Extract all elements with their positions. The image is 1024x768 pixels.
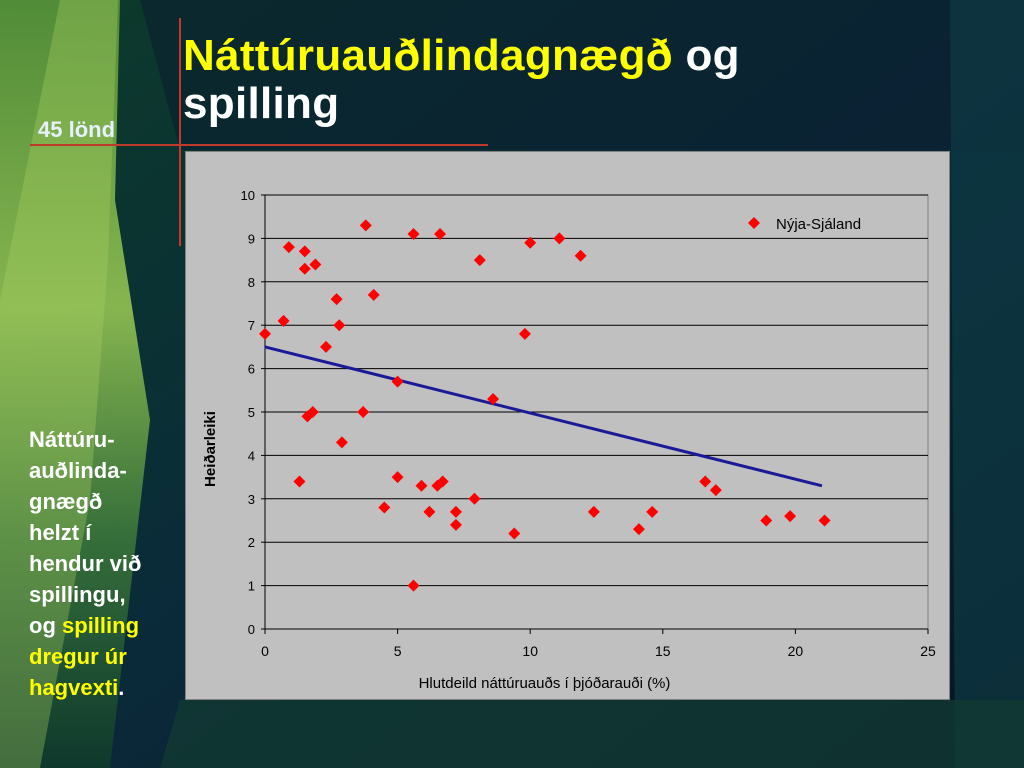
data-point bbox=[709, 484, 722, 497]
data-point bbox=[391, 375, 404, 388]
accent-horizontal-line bbox=[30, 144, 488, 146]
data-point bbox=[407, 228, 420, 241]
x-tick-label: 15 bbox=[655, 643, 671, 659]
y-axis-label: Heiðarleiki bbox=[202, 411, 219, 487]
x-tick-label: 10 bbox=[522, 643, 538, 659]
data-point bbox=[699, 475, 712, 488]
y-tick-label: 7 bbox=[248, 318, 255, 333]
data-point bbox=[415, 479, 428, 492]
scatter-chart: 0 1 2 3 4 5 6 7 8 9 10 0 5 10 15 20 25 Hlutdeild náttúrua… bbox=[202, 188, 936, 692]
x-tick-label: 0 bbox=[261, 643, 269, 659]
trend-line bbox=[264, 345, 823, 488]
data-point bbox=[508, 527, 521, 540]
data-point bbox=[282, 241, 295, 254]
data-point bbox=[574, 249, 587, 262]
data-point bbox=[473, 254, 486, 267]
caption-line-7: og bbox=[29, 613, 56, 638]
title-tail: og bbox=[685, 31, 740, 80]
data-point bbox=[301, 410, 314, 423]
x-tick-label: 20 bbox=[788, 643, 804, 659]
caption-line-11: . bbox=[118, 675, 125, 700]
data-point bbox=[818, 514, 831, 527]
caption-line-6: spillingu, bbox=[29, 582, 126, 607]
title-line2: spilling bbox=[183, 79, 340, 128]
data-point bbox=[784, 510, 797, 523]
data-point bbox=[359, 219, 372, 232]
caption-line-4: helzt í bbox=[29, 520, 92, 545]
data-point bbox=[298, 245, 311, 258]
caption-line-10: hagvexti bbox=[29, 675, 119, 700]
legend-label: Nýja-Sjáland bbox=[776, 216, 861, 233]
y-tick-label: 5 bbox=[248, 405, 255, 420]
data-point bbox=[423, 505, 436, 518]
data-point bbox=[587, 505, 600, 518]
side-caption: Náttúru- auðlinda- gnægð helzt í hendur … bbox=[29, 424, 189, 703]
data-point bbox=[449, 518, 462, 531]
slide-subtitle: 45 lönd bbox=[38, 117, 116, 142]
chart-frame: 0 1 2 3 4 5 6 7 8 9 10 0 5 10 15 20 25 Hlutdeild náttúrua… bbox=[185, 151, 950, 700]
data-point bbox=[306, 406, 319, 418]
data-point bbox=[378, 501, 391, 514]
data-point bbox=[391, 471, 404, 484]
data-point bbox=[309, 258, 322, 271]
y-tick-label: 6 bbox=[248, 362, 255, 377]
data-point bbox=[487, 392, 500, 405]
data-point bbox=[632, 523, 645, 536]
accent-vertical-line bbox=[179, 18, 181, 246]
data-point bbox=[293, 475, 306, 488]
x-axis-label: Hlutdeild náttúruauðs í þjóðarauði (%) bbox=[419, 675, 671, 692]
data-point bbox=[298, 262, 311, 275]
data-point bbox=[259, 327, 271, 340]
data-point bbox=[367, 288, 380, 301]
data-point bbox=[335, 436, 348, 449]
y-tick-label: 8 bbox=[248, 275, 255, 290]
caption-line-2: auðlinda- bbox=[29, 458, 127, 483]
caption-line-8: spilling bbox=[62, 613, 140, 638]
caption-line-5: hendur við bbox=[29, 551, 142, 576]
data-point bbox=[449, 505, 462, 518]
y-tick-label: 0 bbox=[248, 622, 255, 637]
x-tick-label: 5 bbox=[394, 643, 402, 659]
data-point bbox=[434, 228, 447, 241]
data-point bbox=[646, 505, 659, 518]
data-point bbox=[524, 236, 537, 249]
y-tick-label: 10 bbox=[241, 188, 255, 203]
data-point bbox=[407, 579, 420, 592]
y-tick-label: 2 bbox=[248, 535, 255, 550]
y-tick-label: 9 bbox=[248, 231, 255, 246]
data-point bbox=[436, 475, 449, 488]
caption-line-1: Náttúru- bbox=[29, 427, 115, 452]
caption-line-9: dregur úr bbox=[29, 644, 127, 669]
y-tick-label: 4 bbox=[248, 448, 255, 463]
caption-line-3: gnægð bbox=[29, 489, 103, 514]
x-tick-label: 25 bbox=[920, 643, 936, 659]
data-point bbox=[333, 319, 346, 332]
data-point bbox=[319, 340, 332, 353]
data-point bbox=[357, 406, 370, 418]
data-point bbox=[277, 314, 290, 327]
slide-title: Náttúruauðlindagnægð og spilling bbox=[183, 32, 883, 128]
legend-marker bbox=[748, 217, 760, 229]
title-main: Náttúruauðlindagnægð bbox=[183, 31, 673, 80]
y-tick-label: 3 bbox=[248, 492, 255, 507]
data-point bbox=[760, 514, 773, 527]
y-tick-label: 1 bbox=[248, 579, 255, 594]
data-point bbox=[518, 327, 531, 340]
data-point bbox=[468, 492, 481, 505]
data-point bbox=[553, 232, 566, 245]
data-point bbox=[330, 293, 343, 306]
